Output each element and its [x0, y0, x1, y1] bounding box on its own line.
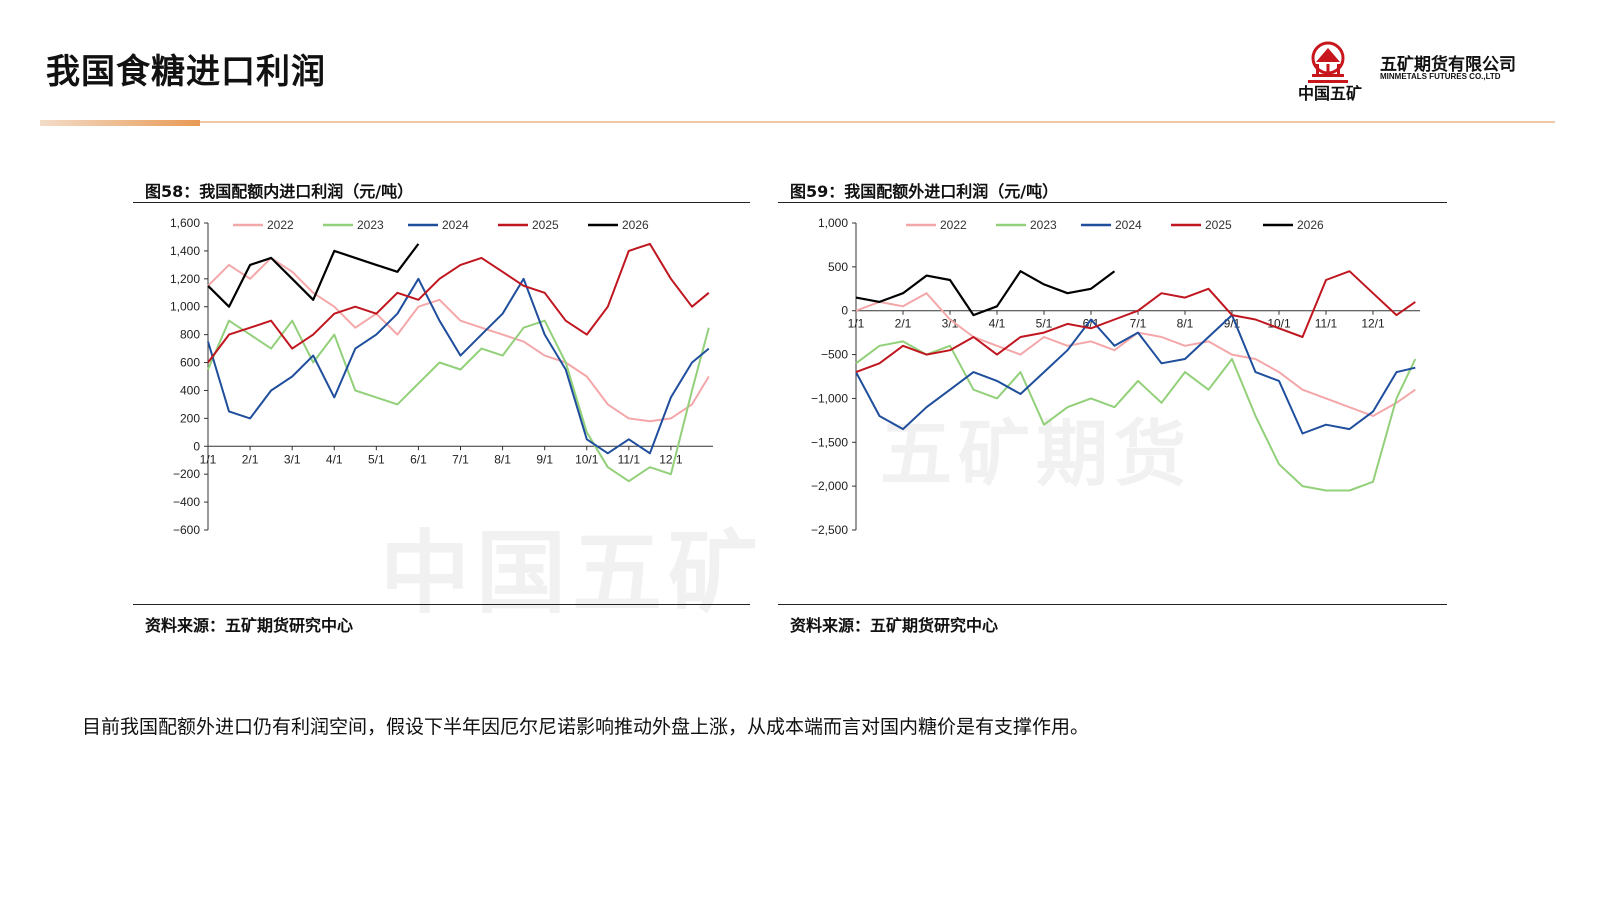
- y-tick-label: 200: [180, 411, 200, 425]
- header-divider: [40, 121, 1555, 123]
- legend-label-2022: 2022: [267, 218, 294, 232]
- y-tick-label: −1,000: [811, 391, 848, 405]
- x-tick-label: 10/1: [575, 452, 599, 466]
- y-tick-label: 400: [180, 383, 200, 397]
- figure-58-bottom-rule: [133, 604, 750, 605]
- series-line-2022: [207, 256, 710, 423]
- x-tick-label: 12/1: [659, 452, 683, 466]
- legend-label-2024: 2024: [1115, 218, 1142, 232]
- legend-label-2024: 2024: [442, 218, 469, 232]
- legend-label-2022: 2022: [940, 218, 967, 232]
- y-tick-label: 0: [193, 439, 200, 453]
- series-line-2025: [207, 242, 710, 364]
- x-tick-label: 8/1: [1177, 317, 1194, 331]
- x-tick-label: 3/1: [284, 452, 301, 466]
- x-tick-label: 5/1: [368, 452, 385, 466]
- y-tick-label: 800: [180, 328, 200, 342]
- logo-cn-short: 中国五矿: [1297, 84, 1362, 103]
- x-tick-label: 1/1: [200, 452, 217, 466]
- figure-59-top-rule: [778, 202, 1447, 203]
- y-tick-label: 500: [828, 260, 848, 274]
- figure-58-title: 图58：我国配额内进口利润（元/吨）: [145, 182, 414, 201]
- x-tick-label: 10/1: [1267, 317, 1291, 331]
- company-logo: 中国五矿 五矿期货有限公司 MINMETALS FUTURES CO.,LTD: [1290, 30, 1570, 103]
- figure-59-chart: 1,000 500 0 −500 −1,000 −1,500 −2,000 −2,500 1/1…: [811, 216, 1420, 537]
- y-tick-label: 1,600: [170, 216, 200, 230]
- y-tick-label: −600: [173, 523, 200, 537]
- logo-company-english: MINMETALS FUTURES CO.,LTD: [1380, 72, 1501, 81]
- x-tick-label: 12/1: [1361, 317, 1385, 331]
- body-paragraph: 目前我国配额外进口仍有利润空间，假设下半年因厄尔尼诺影响推动外盘上涨，从成本端而…: [82, 716, 1090, 738]
- x-tick-label: 5/1: [1036, 317, 1053, 331]
- x-tick-label: 3/1: [942, 317, 959, 331]
- figure-59-bottom-rule: [778, 604, 1447, 605]
- series-line-2024: [855, 314, 1416, 435]
- y-tick-label: −2,500: [811, 523, 848, 537]
- minmetals-emblem-icon: [1308, 41, 1348, 83]
- y-tick-label: 600: [180, 356, 200, 370]
- figure-58-top-rule: [133, 202, 750, 203]
- x-tick-label: 11/1: [1315, 317, 1338, 331]
- legend-label-2025: 2025: [1205, 218, 1232, 232]
- series-line-2024: [207, 277, 710, 455]
- series-line-2025: [855, 270, 1416, 374]
- legend-label-2026: 2026: [622, 218, 649, 232]
- y-tick-label: −400: [173, 495, 200, 509]
- header-divider-accent: [40, 120, 200, 126]
- legend-label-2025: 2025: [532, 218, 559, 232]
- figure-59-source: 资料来源：五矿期货研究中心: [790, 616, 999, 635]
- legend-label-2023: 2023: [1030, 218, 1057, 232]
- watermark-right: 五矿期货: [880, 412, 1193, 496]
- y-tick-label: 1,000: [170, 300, 200, 314]
- x-tick-label: 2/1: [242, 452, 259, 466]
- x-tick-label: 9/1: [536, 452, 553, 466]
- x-tick-label: 7/1: [1130, 317, 1147, 331]
- figure-58-source: 资料来源：五矿期货研究中心: [145, 616, 354, 635]
- y-tick-label: −500: [821, 348, 848, 362]
- y-tick-label: −1,500: [811, 435, 848, 449]
- logo-company-name: 五矿期货有限公司: [1380, 55, 1516, 75]
- legend-label-2023: 2023: [357, 218, 384, 232]
- y-tick-label: 1,400: [170, 244, 200, 258]
- y-tick-label: −200: [173, 467, 200, 481]
- x-tick-label: 7/1: [452, 452, 469, 466]
- x-tick-label: 2/1: [895, 317, 912, 331]
- x-tick-label: 6/1: [410, 452, 427, 466]
- page-title: 我国食糖进口利润: [46, 52, 326, 92]
- series-line-2026: [207, 243, 420, 308]
- x-tick-label: 11/1: [618, 452, 641, 466]
- y-tick-label: 0: [841, 304, 848, 318]
- legend-label-2026: 2026: [1297, 218, 1324, 232]
- x-tick-label: 4/1: [989, 317, 1006, 331]
- x-tick-label: 8/1: [494, 452, 511, 466]
- y-tick-label: 1,200: [170, 272, 200, 286]
- x-tick-label: 4/1: [326, 452, 343, 466]
- y-tick-label: 1,000: [818, 216, 848, 230]
- series-line-2023: [207, 319, 710, 483]
- figure-59-title: 图59：我国配额外进口利润（元/吨）: [790, 182, 1059, 201]
- series-line-2023: [855, 340, 1417, 492]
- y-tick-label: −2,000: [811, 479, 848, 493]
- series-line-2026: [855, 270, 1116, 317]
- figure-58-chart: 1,600 1,400 1,200 1,000 800 600 400 200 0 −200 −40…: [170, 216, 713, 537]
- x-tick-label: 1/1: [848, 317, 865, 331]
- watermark-left: 中国五矿: [380, 521, 764, 626]
